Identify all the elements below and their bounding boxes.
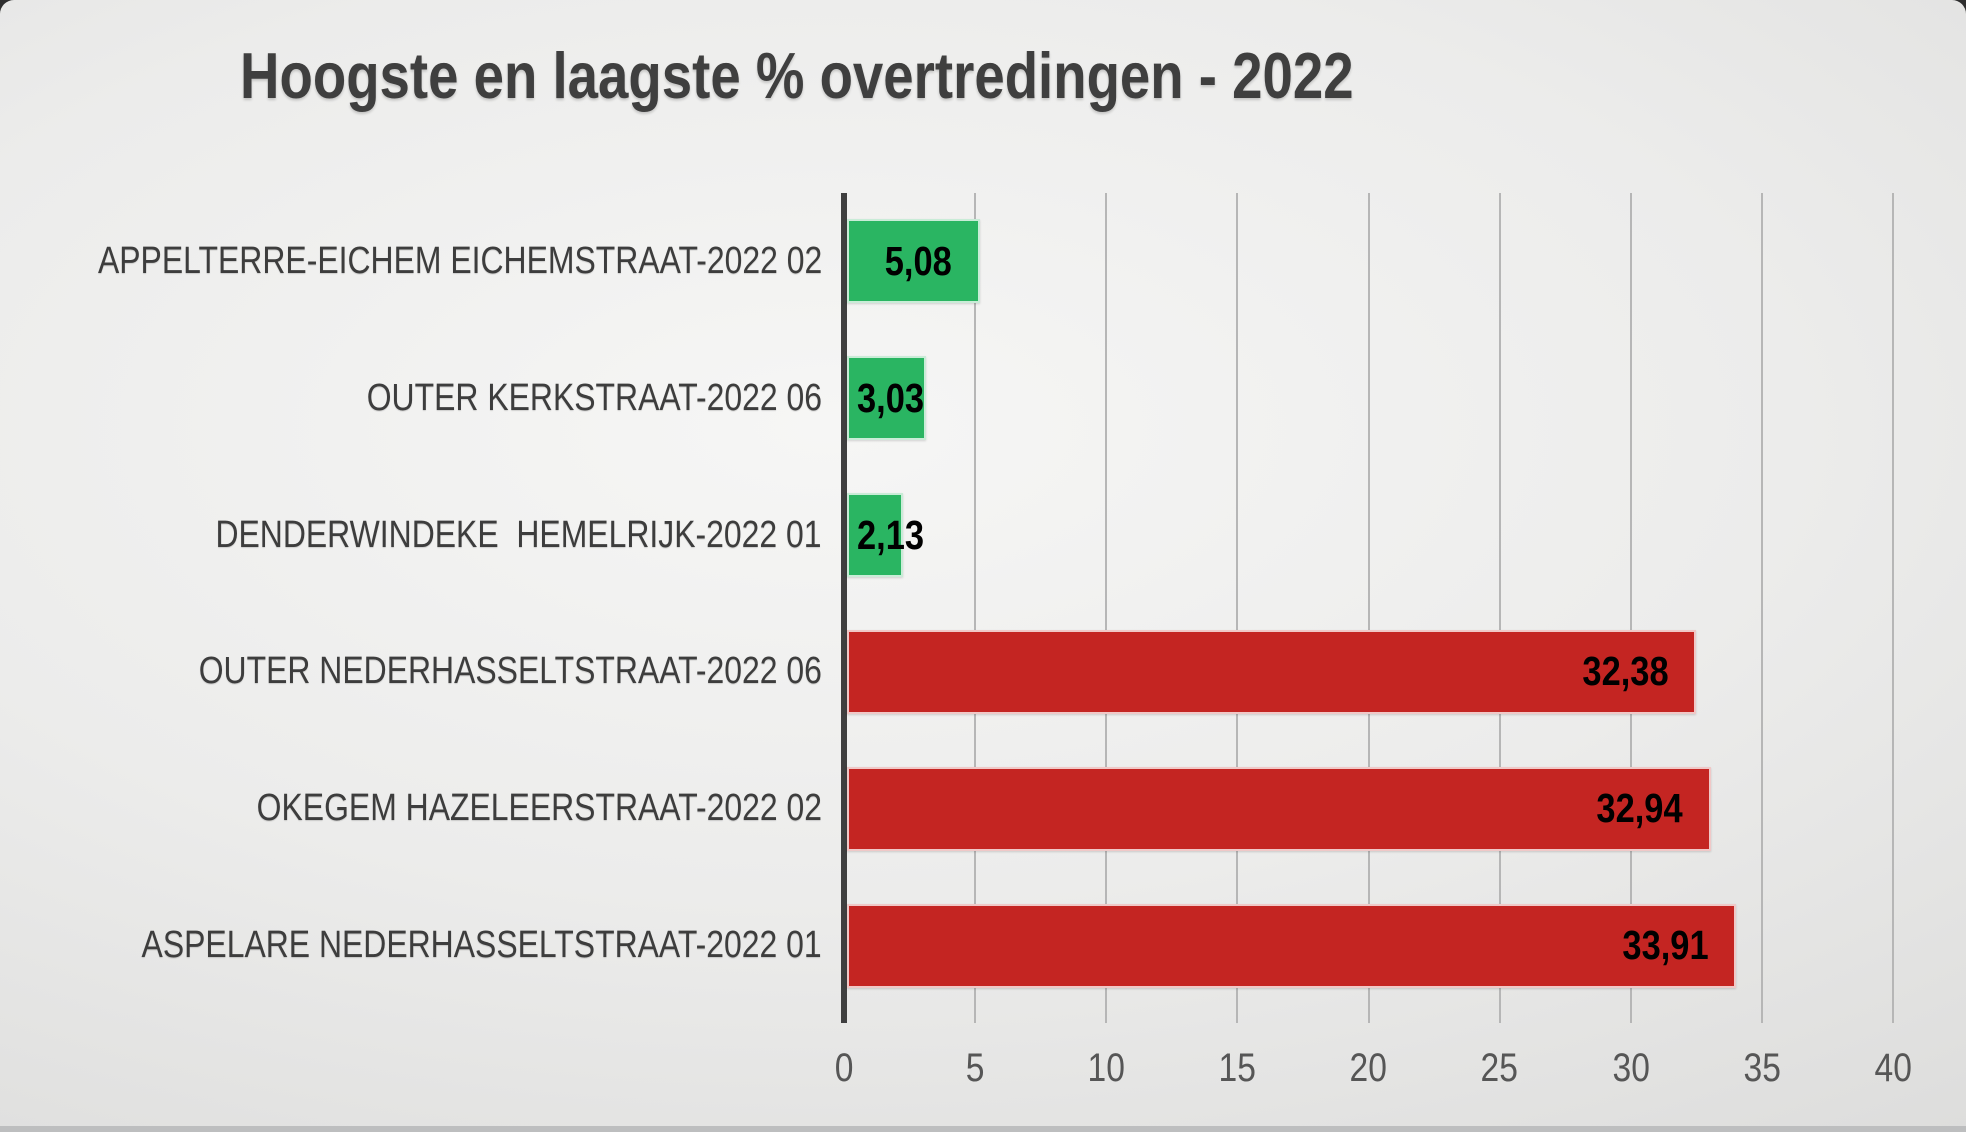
- data-label: 3,03: [857, 356, 937, 440]
- data-label-text: 2,13: [857, 511, 925, 558]
- category-label: OUTER NEDERHASSELTSTRAAT-2022 06: [0, 630, 822, 714]
- data-label-text: 32,38: [1581, 648, 1669, 695]
- bar: [847, 493, 903, 578]
- chart-title-text: Hoogste en laagste % overtredingen - 202…: [240, 39, 1354, 112]
- category-label: APPELTERRE-EICHEM EICHEMSTRAAT-2022 02: [0, 219, 822, 303]
- gridline: [1892, 193, 1894, 1023]
- data-label: 32,94: [1580, 767, 1683, 851]
- bar: [847, 903, 1737, 988]
- gridline: [974, 193, 977, 1023]
- gridline: [1760, 193, 1763, 1023]
- x-tick-label: 35: [1682, 1040, 1842, 1096]
- category-label: ASPELARE NEDERHASSELTSTRAAT-2022 01: [0, 904, 822, 988]
- gridline: [1498, 193, 1501, 1023]
- category-label-text: DENDERWINDEKE HEMELRIJK-2022 01: [215, 513, 822, 556]
- x-tick-label: 0: [764, 1040, 924, 1096]
- category-label: DENDERWINDEKE HEMELRIJK-2022 01: [0, 493, 822, 577]
- bar: [847, 356, 927, 441]
- chart-title: Hoogste en laagste % overtredingen - 202…: [97, 26, 1497, 126]
- x-tick-label-text: 15: [1218, 1046, 1257, 1090]
- category-label-text: ASPELARE NEDERHASSELTSTRAAT-2022 01: [141, 924, 822, 967]
- category-label-text: OKEGEM HAZELEERSTRAAT-2022 02: [256, 787, 822, 830]
- x-tick-label-text: 10: [1087, 1046, 1125, 1090]
- data-label: 2,13: [857, 493, 937, 577]
- x-tick-label: 20: [1289, 1040, 1449, 1096]
- x-tick-label-text: 0: [834, 1046, 854, 1090]
- data-label-text: 3,03: [857, 374, 925, 421]
- x-tick-label: 15: [1157, 1040, 1317, 1096]
- x-tick-label-text: 25: [1480, 1046, 1519, 1090]
- gridline: [1236, 193, 1239, 1023]
- data-label-text: 33,91: [1622, 922, 1709, 969]
- gridline: [1367, 193, 1370, 1023]
- gridline: [1105, 193, 1108, 1023]
- category-label-text: APPELTERRE-EICHEM EICHEMSTRAAT-2022 02: [97, 239, 822, 282]
- data-label-text: 5,08: [885, 237, 953, 284]
- category-label-text: OUTER NEDERHASSELTSTRAAT-2022 06: [198, 650, 822, 693]
- category-label-text: OUTER KERKSTRAAT-2022 06: [366, 376, 822, 419]
- x-tick-label: 25: [1420, 1040, 1580, 1096]
- x-tick-label-text: 35: [1743, 1046, 1781, 1090]
- bar: [847, 219, 981, 304]
- x-tick-label: 40: [1813, 1040, 1966, 1096]
- category-label: OKEGEM HAZELEERSTRAAT-2022 02: [0, 767, 822, 851]
- x-tick-label: 10: [1026, 1040, 1186, 1096]
- x-tick-label-text: 20: [1349, 1046, 1388, 1090]
- window-bottom-edge: [0, 1126, 1966, 1132]
- x-tick-label-text: 40: [1874, 1046, 1912, 1090]
- data-label: 33,91: [1606, 904, 1709, 988]
- value-axis-line: [841, 193, 847, 1023]
- data-label: 5,08: [872, 219, 952, 303]
- bar: [847, 766, 1711, 851]
- x-tick-label-text: 30: [1612, 1046, 1650, 1090]
- data-label-text: 32,94: [1596, 785, 1683, 832]
- data-label: 32,38: [1566, 630, 1669, 714]
- category-label: OUTER KERKSTRAAT-2022 06: [0, 356, 822, 440]
- bar: [847, 629, 1697, 714]
- x-tick-label: 30: [1551, 1040, 1711, 1096]
- x-tick-label-text: 5: [965, 1046, 985, 1090]
- gridline: [1629, 193, 1632, 1023]
- x-tick-label: 5: [895, 1040, 1055, 1096]
